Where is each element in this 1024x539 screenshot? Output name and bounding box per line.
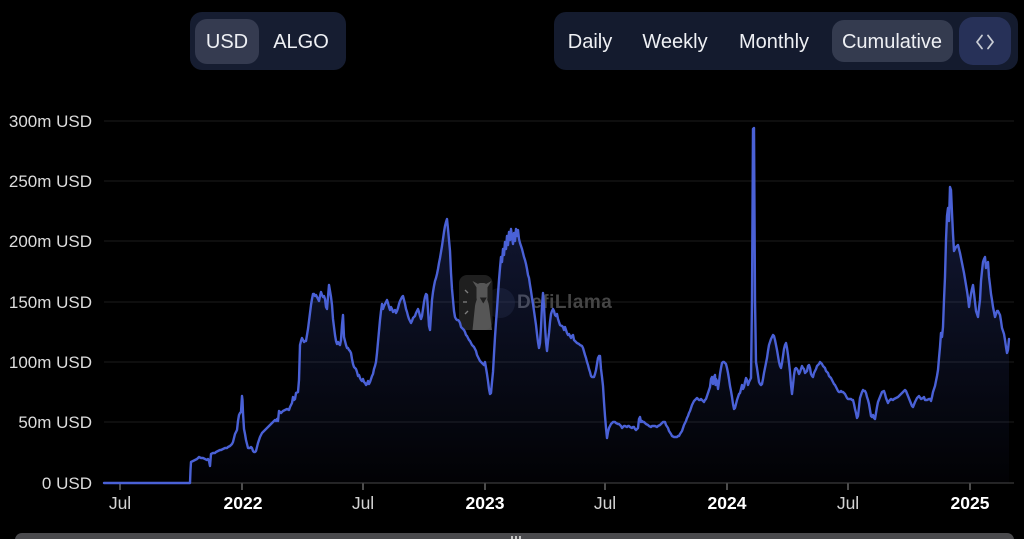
svg-text:Jul: Jul [352, 493, 374, 513]
svg-text:150m USD: 150m USD [9, 293, 92, 312]
svg-text:2024: 2024 [708, 493, 747, 513]
svg-text:200m USD: 200m USD [9, 232, 92, 251]
svg-text:250m USD: 250m USD [9, 172, 92, 191]
svg-text:Jul: Jul [594, 493, 616, 513]
svg-text:2023: 2023 [466, 493, 505, 513]
svg-text:Jul: Jul [837, 493, 859, 513]
svg-text:Jul: Jul [109, 493, 131, 513]
svg-text:DefiLlama: DefiLlama [517, 292, 612, 313]
svg-text:2022: 2022 [224, 493, 263, 513]
svg-text:0 USD: 0 USD [42, 474, 92, 493]
svg-text:2025: 2025 [951, 493, 990, 513]
svg-text:50m USD: 50m USD [18, 413, 92, 432]
svg-text:100m USD: 100m USD [9, 353, 92, 372]
svg-text:300m USD: 300m USD [9, 112, 92, 131]
